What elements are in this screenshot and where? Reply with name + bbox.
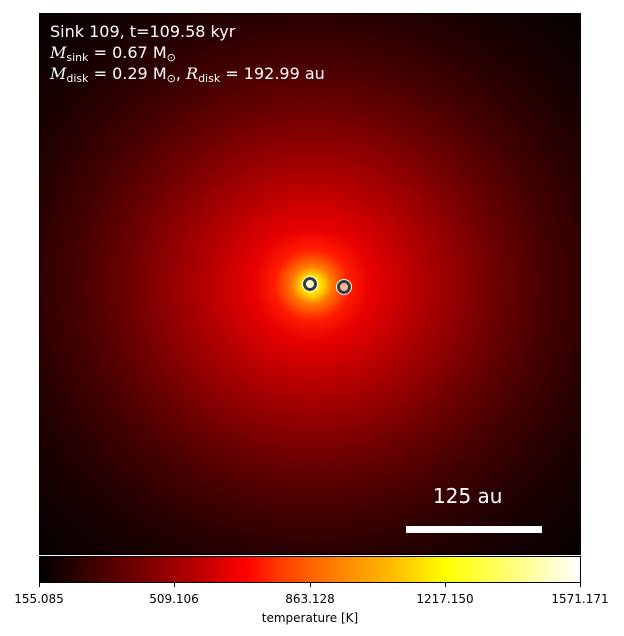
sink-title: Sink 109, t=109.58 kyr	[50, 22, 236, 41]
colorbar-tick	[39, 583, 40, 587]
sink-mass-label: Msink = 0.67 M⊙	[50, 43, 176, 64]
scale-bar-label: 125 au	[433, 484, 503, 508]
colorbar-tick	[445, 583, 446, 587]
disk-label: Mdisk = 0.29 M⊙, Rdisk = 192.99 au	[50, 64, 325, 85]
primary-sink-marker	[303, 277, 317, 291]
colorbar-tick-label: 1571.171	[551, 592, 609, 606]
colorbar-tick-label: 509.106	[149, 592, 199, 606]
secondary-sink-marker	[337, 280, 351, 294]
scale-bar	[406, 526, 542, 533]
colorbar-tick	[580, 583, 581, 587]
colorbar-tick	[174, 583, 175, 587]
temperature-map: Sink 109, t=109.58 kyr Msink = 0.67 M⊙ M…	[39, 13, 581, 555]
colorbar-label: temperature [K]	[261, 611, 359, 625]
colorbar-tick-label: 1217.150	[416, 592, 474, 606]
colorbar-tick-label: 155.085	[14, 592, 64, 606]
colorbar	[39, 556, 581, 583]
colorbar-tick-label: 863.128	[285, 592, 335, 606]
colorbar-tick	[310, 583, 311, 587]
